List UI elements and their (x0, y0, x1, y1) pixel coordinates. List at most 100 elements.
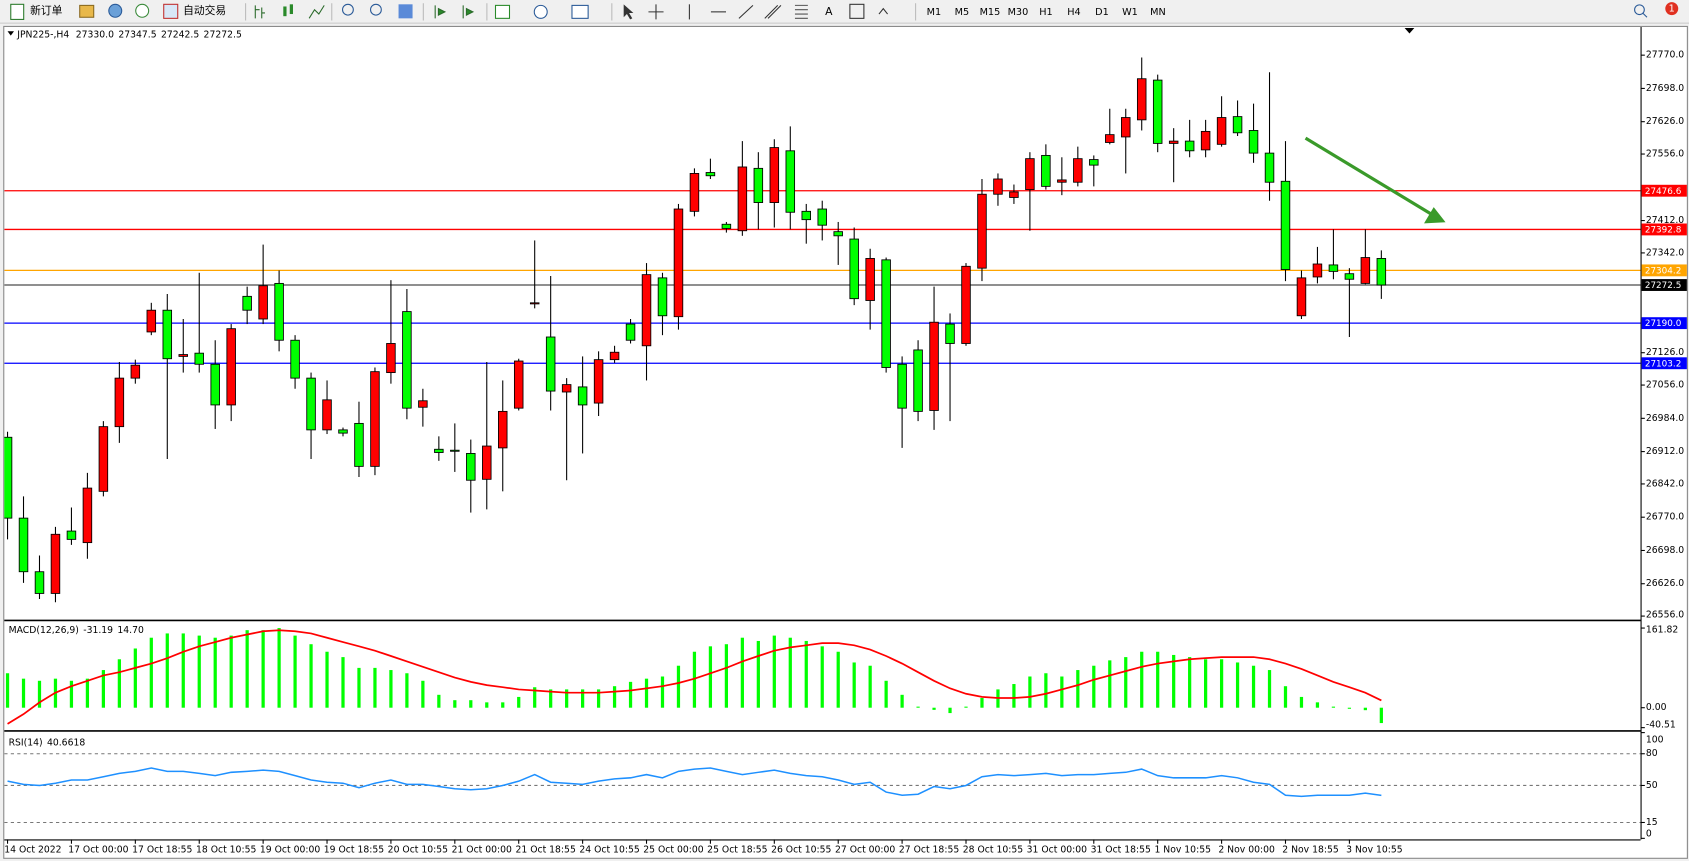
auto-trading-icon[interactable] (163, 3, 179, 19)
toolbar-icon[interactable] (135, 3, 150, 18)
macd-bar (549, 689, 553, 708)
candle-body (466, 453, 476, 481)
macd-bar (309, 644, 313, 708)
tile-windows-button[interactable] (398, 4, 413, 19)
macd-bar (565, 689, 569, 708)
candle-body (178, 354, 188, 357)
macd-bar (804, 640, 808, 708)
trendline-button[interactable] (738, 4, 754, 19)
x-tick-label: 27 Oct 00:00 (835, 845, 895, 856)
macd-bar (596, 689, 601, 708)
candle-body (162, 309, 173, 360)
timeframe-button[interactable]: M15 (980, 7, 1001, 18)
cursor-button[interactable] (623, 4, 634, 20)
x-tick-label: 19 Oct 18:55 (324, 845, 384, 856)
crosshair-button[interactable] (648, 4, 664, 20)
new-order-icon[interactable] (10, 3, 25, 20)
macd-bar (1363, 707, 1367, 711)
candle-body (641, 274, 652, 347)
channel-button[interactable] (764, 5, 782, 19)
y-tick-label: 80 (1646, 748, 1658, 759)
macd-bar (581, 689, 585, 708)
x-tick-label: 3 Nov 10:55 (1346, 845, 1403, 856)
macd-bar (277, 628, 281, 708)
zoom-out-button[interactable] (370, 3, 382, 16)
periods-button[interactable] (533, 4, 548, 19)
candle-chart-button[interactable] (283, 6, 287, 17)
timeframes: M1 M5 M15 M30 H1 H4 D1 W1 MN (927, 7, 1166, 18)
candle-body (306, 377, 316, 431)
trend-arrow-head (1424, 207, 1446, 224)
toolbar-icon[interactable] (79, 4, 95, 18)
symbol-menu-marker (7, 31, 15, 36)
candle-body (1376, 258, 1387, 286)
text-tool-button[interactable]: A (825, 5, 833, 18)
price-level-tag (1641, 279, 1687, 291)
fibonacci-button[interactable] (794, 4, 808, 19)
macd-bar (1219, 659, 1224, 708)
arrows-button[interactable] (878, 7, 889, 15)
indicators-button[interactable] (494, 4, 511, 19)
candle-body (1280, 180, 1291, 270)
timeframe-button[interactable]: H4 (1067, 7, 1080, 18)
candle-body (1344, 273, 1355, 280)
toolbar-icon[interactable] (108, 3, 123, 18)
timeframe-button[interactable]: M30 (1008, 7, 1029, 18)
timeframe-button[interactable]: MN (1150, 7, 1166, 18)
label-tool-button[interactable] (849, 3, 865, 19)
x-tick-label: 28 Oct 10:55 (963, 845, 1023, 856)
candle-body (1328, 264, 1339, 272)
candle-body (1216, 117, 1227, 145)
timeframe-button[interactable]: W1 (1122, 7, 1138, 18)
macd-bar (612, 686, 617, 708)
macd-bar (900, 694, 904, 708)
candle-body (993, 178, 1003, 195)
x-tick-label: 21 Oct 00:00 (452, 845, 512, 856)
y-tick-label: 161.82 (1646, 625, 1678, 636)
bar-chart-button[interactable] (254, 5, 265, 19)
candle-body (1152, 79, 1163, 144)
indicator-header: JPN225-,H4 27330.0 27347.5 27242.5 27272.5 (16, 29, 242, 40)
macd-bar (836, 651, 840, 708)
price-level-label: 27476.6 (1645, 187, 1682, 197)
candle-body (689, 173, 700, 212)
macd-bar (101, 670, 106, 708)
candle-body (1041, 154, 1051, 187)
timeframe-button[interactable]: H1 (1039, 7, 1052, 18)
y-tick-label: 27126.0 (1646, 347, 1684, 358)
macd-bar (708, 646, 713, 708)
templates-button[interactable] (571, 4, 589, 19)
candle-body (913, 349, 923, 412)
shift-marker (1404, 28, 1415, 34)
macd-bar (197, 635, 201, 708)
indicator-readout: -31.19 (83, 625, 113, 636)
line-chart-button[interactable] (308, 5, 325, 19)
macd-bar (517, 696, 521, 708)
x-tick-label: 27 Oct 18:55 (899, 845, 959, 856)
candle-body (529, 302, 540, 305)
macd-bar (1331, 706, 1336, 708)
notification-badge[interactable] (1665, 2, 1679, 16)
candle-body (146, 309, 157, 333)
timeframe-button[interactable]: D1 (1095, 7, 1109, 18)
candle-body (482, 445, 492, 480)
search-button[interactable] (1634, 4, 1645, 16)
macd-bar (1251, 665, 1256, 708)
y-tick-label: 26770.0 (1646, 512, 1684, 523)
search-handle (1642, 12, 1648, 18)
macd-bar (1267, 670, 1272, 708)
y-tick-label: 27056.0 (1646, 380, 1684, 391)
x-tick-label: 25 Oct 00:00 (643, 845, 703, 856)
candle-body (513, 360, 524, 409)
auto-trading-button[interactable]: 自动交易 (183, 4, 226, 17)
timeframe-button[interactable]: M1 (927, 7, 942, 18)
timeframe-button[interactable]: M5 (955, 7, 970, 18)
chart-shift-button[interactable] (462, 5, 475, 19)
new-order-button[interactable]: 新订单 (30, 4, 63, 17)
candle-body (625, 323, 636, 341)
zoom-in-button[interactable] (342, 3, 354, 16)
candle-body (609, 351, 620, 361)
autoscroll-button[interactable] (434, 5, 447, 19)
candle-body (561, 384, 572, 393)
price-level-tag (1641, 264, 1687, 277)
